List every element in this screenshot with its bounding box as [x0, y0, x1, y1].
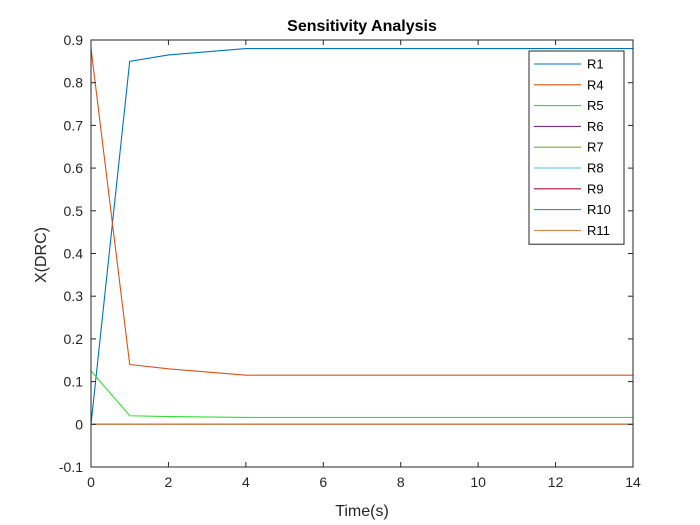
legend-label-r10: R10 [587, 202, 611, 217]
x-tick-label: 0 [87, 474, 95, 490]
x-tick-label: 8 [397, 474, 405, 490]
y-tick-label: 0.6 [64, 160, 84, 176]
legend-label-r11: R11 [587, 223, 610, 238]
legend-label-r8: R8 [587, 161, 604, 176]
y-tick-label: 0.1 [64, 374, 84, 390]
y-tick-label: 0.4 [64, 246, 84, 262]
series-line-r5 [90, 370, 633, 419]
y-tick-label: 0.8 [64, 75, 84, 91]
x-axis-label: Time(s) [335, 503, 389, 520]
series-line-r4 [90, 48, 633, 376]
legend-label-r7: R7 [587, 140, 604, 155]
y-tick-label: -0.1 [59, 459, 83, 475]
y-axis-label: X(DRC) [33, 227, 50, 283]
series-line-r1 [90, 47, 633, 425]
y-tick-label: 0.5 [64, 203, 84, 219]
y-tick-label: 0.2 [64, 331, 84, 347]
legend: R1 R4 R5 R6 R7 R8 R9 R10 R11 [528, 50, 625, 245]
x-tick-label: 14 [625, 474, 641, 490]
x-tick-label: 12 [548, 474, 564, 490]
x-tick-label: 4 [242, 474, 250, 490]
y-tick-label: 0.9 [64, 32, 84, 48]
y-tick-label: 0 [75, 416, 83, 432]
x-tick-label: 6 [319, 474, 327, 490]
chart-title: Sensitivity Analysis [287, 18, 437, 35]
legend-label-r1: R1 [587, 57, 604, 72]
x-tick-label: 2 [165, 474, 173, 490]
x-tick-label: 10 [470, 474, 486, 490]
legend-label-r9: R9 [587, 181, 604, 196]
y-tick-label: 0.3 [64, 288, 84, 304]
legend-label-r5: R5 [587, 98, 604, 113]
legend-label-r6: R6 [587, 119, 604, 134]
y-tick-label: 0.7 [64, 117, 84, 133]
legend-label-r4: R4 [587, 77, 604, 92]
